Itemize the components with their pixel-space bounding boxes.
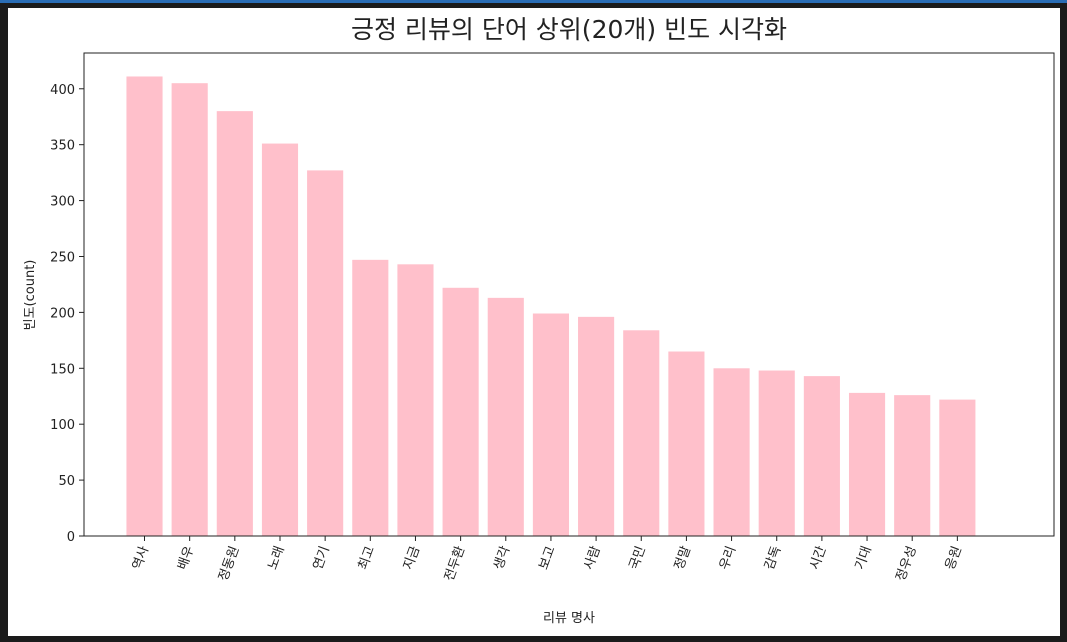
y-tick-label: 400 xyxy=(50,83,75,98)
bar xyxy=(216,111,253,536)
bar xyxy=(261,143,299,536)
bar xyxy=(307,170,344,537)
y-tick-label: 350 xyxy=(50,139,75,154)
y-axis-label: 빈도(count) xyxy=(23,260,38,331)
bar xyxy=(894,395,931,536)
bar xyxy=(939,399,976,536)
y-tick-label: 200 xyxy=(50,306,75,321)
y-tick-label: 50 xyxy=(58,474,75,489)
y-tick-label: 100 xyxy=(50,418,75,433)
bar xyxy=(487,297,524,536)
y-tick-label: 0 xyxy=(67,530,75,545)
bar xyxy=(532,313,569,536)
bar xyxy=(352,259,389,536)
bar xyxy=(578,316,615,536)
bar xyxy=(126,76,163,537)
bar xyxy=(442,287,479,536)
y-tick-label: 250 xyxy=(50,250,75,265)
bar xyxy=(848,392,886,536)
bar xyxy=(397,264,434,536)
bar xyxy=(668,351,705,536)
x-axis-label: 리뷰 명사 xyxy=(543,611,595,626)
window-edge xyxy=(0,0,1067,3)
bar xyxy=(623,330,660,536)
axes-frame xyxy=(83,52,1055,537)
bar xyxy=(758,370,795,536)
y-tick-label: 150 xyxy=(50,362,75,377)
bar xyxy=(803,376,840,536)
bar xyxy=(713,368,750,536)
bar xyxy=(171,83,208,536)
chart-title: 긍정 리뷰의 단어 상위(20개) 빈도 시각화 xyxy=(351,15,787,44)
y-tick-label: 300 xyxy=(50,195,75,210)
